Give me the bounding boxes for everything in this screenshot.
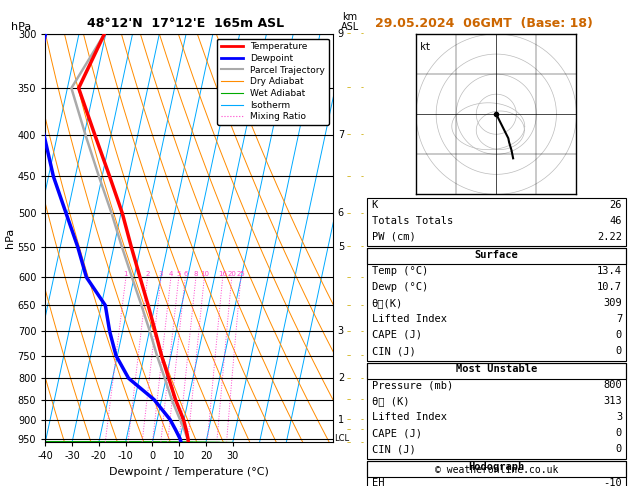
Text: Pressure (mb): Pressure (mb) <box>372 380 453 390</box>
Text: -: - <box>360 273 364 282</box>
Text: –: – <box>347 84 351 93</box>
Text: θᴄ (K): θᴄ (K) <box>372 396 409 406</box>
Text: K: K <box>372 200 378 210</box>
Text: –: – <box>347 172 351 181</box>
Text: 13.4: 13.4 <box>597 266 622 276</box>
Text: 313: 313 <box>603 396 622 406</box>
Text: –: – <box>347 438 351 447</box>
Text: 5: 5 <box>338 242 344 252</box>
Text: -: - <box>360 425 364 434</box>
Text: 46: 46 <box>610 216 622 226</box>
Text: © weatheronline.co.uk: © weatheronline.co.uk <box>435 465 558 475</box>
Text: PW (cm): PW (cm) <box>372 232 416 242</box>
Text: 9: 9 <box>338 29 344 39</box>
Text: 2.22: 2.22 <box>597 232 622 242</box>
Text: -10: -10 <box>603 478 622 486</box>
Text: 25: 25 <box>237 271 245 278</box>
Text: 29.05.2024  06GMT  (Base: 18): 29.05.2024 06GMT (Base: 18) <box>376 17 593 30</box>
Text: Surface: Surface <box>474 250 518 260</box>
Text: 8: 8 <box>194 271 198 278</box>
Text: 0: 0 <box>616 330 622 340</box>
Text: 800: 800 <box>603 380 622 390</box>
Text: Lifted Index: Lifted Index <box>372 412 447 422</box>
Text: 1: 1 <box>338 415 344 425</box>
Y-axis label: hPa: hPa <box>5 228 15 248</box>
Text: 3: 3 <box>616 412 622 422</box>
Text: -: - <box>360 209 364 218</box>
Text: 26: 26 <box>610 200 622 210</box>
Text: -: - <box>360 242 364 251</box>
Text: -: - <box>360 130 364 139</box>
Text: 0: 0 <box>616 444 622 454</box>
Text: 3: 3 <box>338 327 344 336</box>
Text: -: - <box>360 84 364 93</box>
Text: –: – <box>347 395 351 404</box>
Text: –: – <box>347 301 351 310</box>
Text: 7: 7 <box>616 314 622 324</box>
Text: θᴄ(K): θᴄ(K) <box>372 298 403 308</box>
Text: -: - <box>360 351 364 360</box>
Text: -: - <box>360 301 364 310</box>
Text: -: - <box>360 415 364 424</box>
Text: 309: 309 <box>603 298 622 308</box>
Text: CAPE (J): CAPE (J) <box>372 428 421 438</box>
Text: 6: 6 <box>338 208 344 218</box>
Text: 1: 1 <box>124 271 128 278</box>
Text: 2: 2 <box>338 373 344 383</box>
Text: Lifted Index: Lifted Index <box>372 314 447 324</box>
Text: -: - <box>360 172 364 181</box>
Text: -: - <box>360 374 364 383</box>
Text: 6: 6 <box>183 271 187 278</box>
Legend: Temperature, Dewpoint, Parcel Trajectory, Dry Adiabat, Wet Adiabat, Isotherm, Mi: Temperature, Dewpoint, Parcel Trajectory… <box>217 38 329 125</box>
Text: 0: 0 <box>616 346 622 356</box>
Text: 3: 3 <box>159 271 164 278</box>
Text: Hodograph: Hodograph <box>468 462 525 472</box>
Text: -: - <box>360 327 364 336</box>
Text: hPa: hPa <box>11 21 31 32</box>
Text: -: - <box>360 30 364 38</box>
Text: –: – <box>347 273 351 282</box>
Text: –: – <box>347 327 351 336</box>
Text: 10: 10 <box>200 271 209 278</box>
Text: -: - <box>360 395 364 404</box>
Text: –: – <box>347 351 351 360</box>
Text: –: – <box>347 415 351 424</box>
X-axis label: Dewpoint / Temperature (°C): Dewpoint / Temperature (°C) <box>109 467 269 477</box>
Text: km
ASL: km ASL <box>340 12 359 32</box>
Text: –: – <box>347 30 351 38</box>
Text: EH: EH <box>372 478 384 486</box>
Text: Temp (°C): Temp (°C) <box>372 266 428 276</box>
Text: 48°12'N  17°12'E  165m ASL: 48°12'N 17°12'E 165m ASL <box>87 17 284 30</box>
Text: Most Unstable: Most Unstable <box>455 364 537 374</box>
Text: –: – <box>347 209 351 218</box>
Text: 0: 0 <box>616 428 622 438</box>
Text: 7: 7 <box>338 130 344 140</box>
Text: 2: 2 <box>145 271 150 278</box>
Text: –: – <box>347 242 351 251</box>
Text: Dewp (°C): Dewp (°C) <box>372 282 428 292</box>
Text: CIN (J): CIN (J) <box>372 444 416 454</box>
Text: 5: 5 <box>177 271 181 278</box>
Text: LCL: LCL <box>334 434 349 443</box>
Text: 20: 20 <box>227 271 236 278</box>
Text: CAPE (J): CAPE (J) <box>372 330 421 340</box>
Text: kt: kt <box>420 42 432 52</box>
Text: Totals Totals: Totals Totals <box>372 216 453 226</box>
Text: CIN (J): CIN (J) <box>372 346 416 356</box>
Text: –: – <box>347 425 351 434</box>
Text: 10.7: 10.7 <box>597 282 622 292</box>
Text: -: - <box>360 438 364 447</box>
Text: 16: 16 <box>218 271 227 278</box>
Text: –: – <box>347 130 351 139</box>
Text: 4: 4 <box>169 271 173 278</box>
Text: –: – <box>347 374 351 383</box>
